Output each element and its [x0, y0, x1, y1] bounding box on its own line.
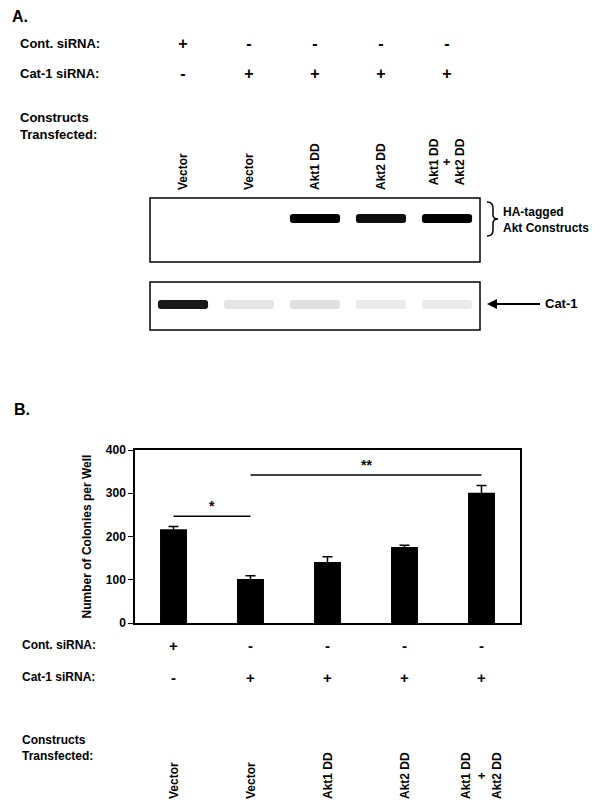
- svg-text:*: *: [209, 498, 215, 514]
- svg-text:+: +: [477, 669, 486, 686]
- svg-text:200: 200: [106, 530, 126, 544]
- svg-text:+: +: [442, 65, 451, 82]
- svg-text:ConstructsTransfected:: ConstructsTransfected:: [22, 733, 93, 763]
- svg-text:0: 0: [119, 616, 126, 630]
- svg-text:+: +: [376, 65, 385, 82]
- svg-text:+: +: [178, 35, 187, 52]
- svg-text:Cat-1 siRNA:: Cat-1 siRNA:: [22, 670, 95, 684]
- svg-text:Vector: Vector: [242, 153, 256, 190]
- svg-text:-: -: [444, 35, 449, 52]
- svg-text:+: +: [246, 669, 255, 686]
- svg-text:Akt1 DD: Akt1 DD: [427, 138, 441, 185]
- svg-text:Cat-1: Cat-1: [545, 296, 578, 311]
- svg-text:+: +: [440, 158, 454, 165]
- svg-text:Constructs: Constructs: [20, 110, 89, 125]
- svg-text:-: -: [378, 35, 383, 52]
- svg-text:Akt2 DD: Akt2 DD: [398, 752, 412, 799]
- svg-text:-: -: [171, 669, 176, 686]
- svg-text:**: **: [361, 457, 372, 473]
- svg-text:Cat-1 siRNA:: Cat-1 siRNA:: [20, 66, 99, 81]
- svg-text:-: -: [325, 637, 330, 654]
- svg-text:Vector: Vector: [167, 762, 181, 799]
- svg-text:+: +: [323, 669, 332, 686]
- svg-text:400: 400: [106, 443, 126, 457]
- svg-text:Transfected:: Transfected:: [20, 127, 97, 142]
- svg-text:+: +: [244, 65, 253, 82]
- svg-text:-: -: [402, 637, 407, 654]
- svg-text:B.: B.: [14, 401, 30, 418]
- svg-text:-: -: [312, 35, 317, 52]
- svg-text:-: -: [248, 637, 253, 654]
- svg-text:Akt2 DD: Akt2 DD: [374, 143, 388, 190]
- svg-text:-: -: [180, 65, 185, 82]
- svg-text:-: -: [479, 637, 484, 654]
- svg-text:Akt1 DD: Akt1 DD: [308, 143, 322, 190]
- svg-text:300: 300: [106, 486, 126, 500]
- svg-text:A.: A.: [12, 8, 28, 25]
- svg-text:HA-tagged: HA-tagged: [503, 205, 564, 219]
- svg-text:Number of Colonies per Well: Number of Colonies per Well: [80, 455, 94, 619]
- svg-text:+: +: [169, 637, 178, 654]
- svg-text:+: +: [400, 669, 409, 686]
- svg-text:Cont. siRNA:: Cont. siRNA:: [22, 638, 96, 652]
- svg-text:+: +: [310, 65, 319, 82]
- svg-text:Akt1 DD: Akt1 DD: [321, 752, 335, 799]
- svg-text:Vector: Vector: [244, 762, 258, 799]
- svg-text:Cont. siRNA:: Cont. siRNA:: [20, 36, 100, 51]
- svg-text:Akt Constructs: Akt Constructs: [503, 221, 589, 235]
- svg-text:Akt1 DD+Akt2 DD: Akt1 DD+Akt2 DD: [459, 752, 504, 799]
- svg-text:100: 100: [106, 573, 126, 587]
- svg-text:-: -: [246, 35, 251, 52]
- svg-text:Vector: Vector: [176, 153, 190, 190]
- svg-text:Akt2 DD: Akt2 DD: [453, 138, 467, 185]
